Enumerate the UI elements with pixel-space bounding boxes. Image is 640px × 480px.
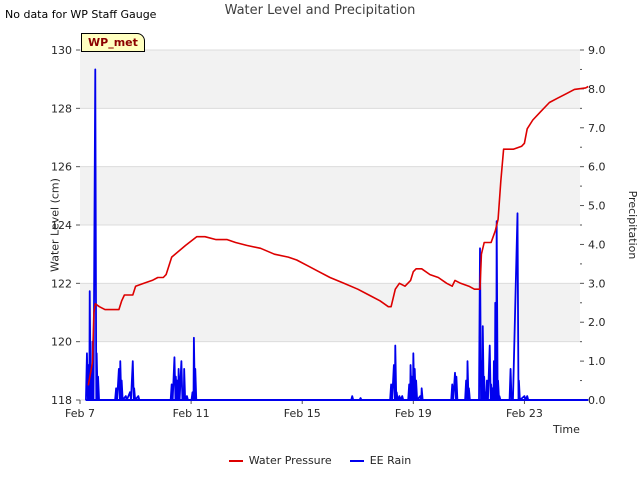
y-left-tick-label: 126 [51, 161, 72, 174]
x-tick-label: Feb 23 [506, 407, 543, 420]
series-water-pressure [87, 85, 589, 386]
grid-band [80, 283, 580, 342]
grid-band [80, 50, 580, 109]
site-badge: WP_met [81, 33, 145, 52]
x-axis-label: Time [553, 423, 580, 436]
no-data-note: No data for WP Staff Gauge [5, 8, 157, 21]
y-right-tick-label: 7.0 [588, 122, 606, 135]
chart-title: Water Level and Precipitation [224, 3, 416, 18]
y-right-tick-label: 4.0 [588, 238, 606, 251]
legend-swatch-ee-rain [349, 459, 364, 462]
y-right-tick-label: 5.0 [588, 200, 606, 213]
y-axis-right-label: Precipitation [625, 190, 639, 260]
y-right-tick-label: 2.0 [588, 316, 606, 329]
grid-band [80, 166, 580, 225]
legend-item-water-pressure[interactable]: Water Pressure [228, 454, 332, 467]
legend-swatch-water-pressure [228, 459, 243, 462]
x-tick-label: Feb 11 [173, 407, 210, 420]
y-right-tick-label: 8.0 [588, 83, 606, 96]
y-right-tick-label: 0.0 [588, 394, 606, 407]
y-axis-left-label: Water Level (cm) [48, 178, 62, 272]
legend-item-ee-rain[interactable]: EE Rain [349, 454, 412, 467]
legend-label-ee-rain: EE Rain [369, 454, 412, 467]
y-right-tick-label: 6.0 [588, 161, 606, 174]
y-left-tick-label: 128 [51, 102, 72, 115]
legend-label-water-pressure: Water Pressure [248, 454, 332, 467]
y-left-tick-label: 122 [51, 277, 72, 290]
x-tick-label: Feb 15 [284, 407, 321, 420]
y-right-tick-label: 3.0 [588, 277, 606, 290]
y-left-tick-label: 130 [51, 44, 72, 57]
y-left-tick-label: 120 [51, 336, 72, 349]
x-tick-label: Feb 7 [65, 407, 95, 420]
series-ee-rain [85, 68, 530, 401]
y-right-tick-label: 1.0 [588, 355, 606, 368]
y-left-tick-label: 118 [51, 394, 72, 407]
y-left-tick-label: 124 [51, 219, 72, 232]
y-right-tick-label: 9.0 [588, 44, 606, 57]
x-tick-label: Feb 19 [395, 407, 432, 420]
legend: Water Pressure EE Rain [0, 454, 640, 467]
